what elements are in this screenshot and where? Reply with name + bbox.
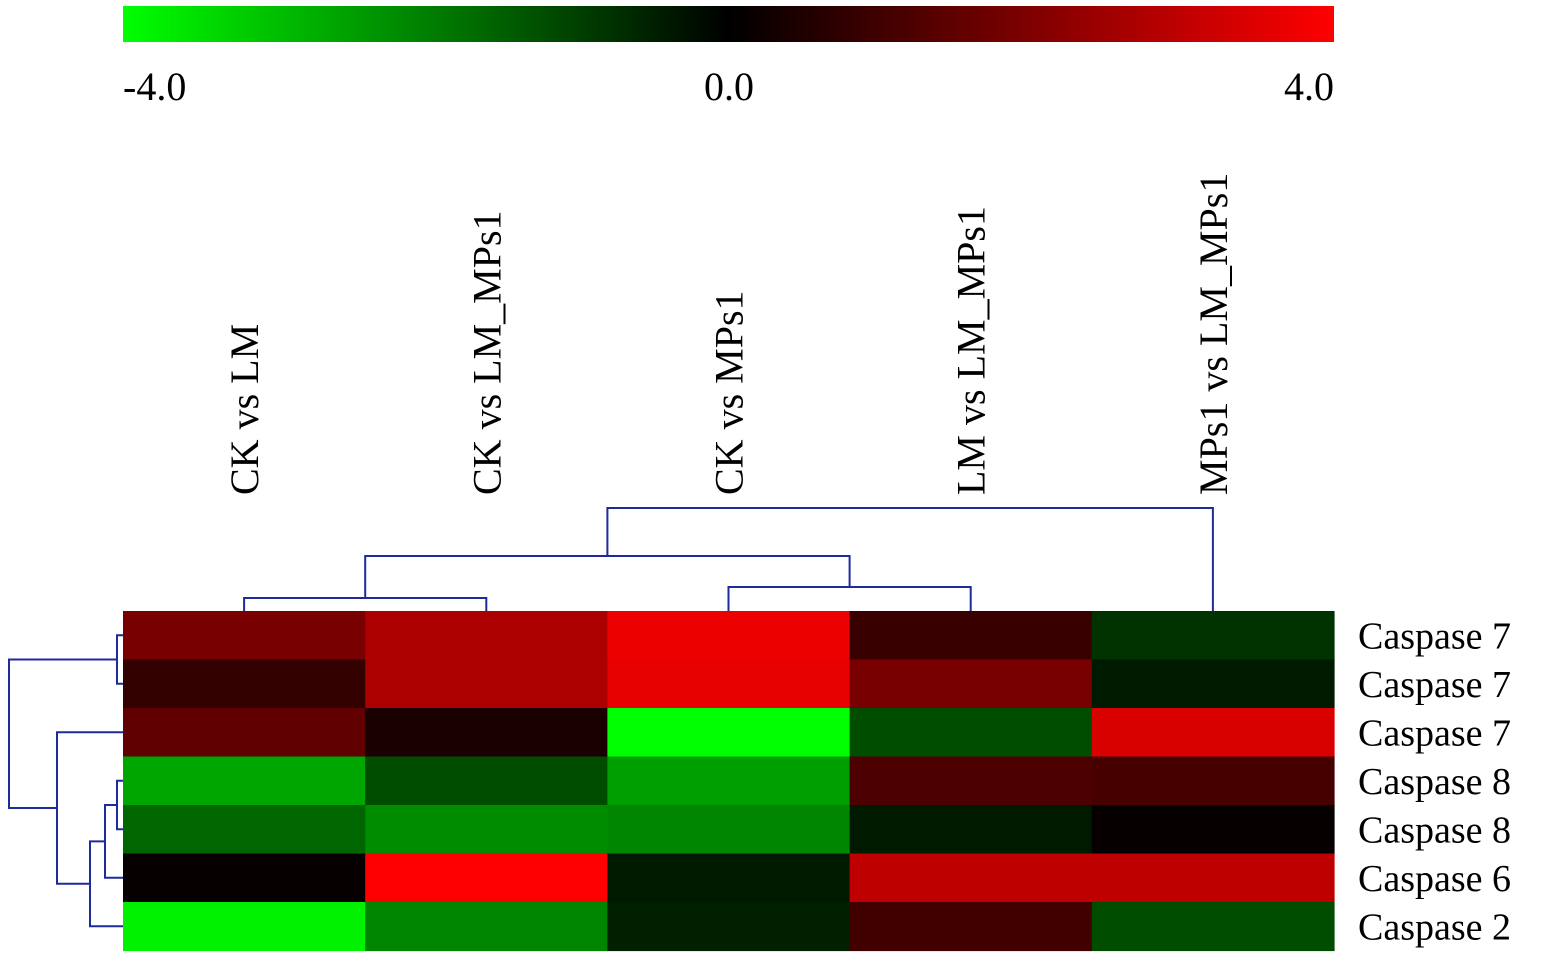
column-label: MPs1 vs LM_MPs1	[1191, 173, 1236, 495]
heatmap-cell	[123, 756, 366, 806]
row-dendrogram-link	[116, 779, 123, 831]
column-dendrogram-link	[727, 586, 972, 611]
row-dendrogram-link	[104, 804, 123, 879]
heatmap-cell	[123, 805, 366, 855]
heatmap-cell	[123, 611, 366, 661]
column-dendrogram-link	[243, 597, 488, 611]
color-scale: -4.0 0.0 4.0	[123, 6, 1334, 109]
heatmap-cell	[1091, 805, 1335, 855]
heatmap-cell	[1091, 756, 1335, 806]
heatmap-cell	[607, 756, 851, 806]
heatmap-cell	[365, 902, 608, 952]
heatmap-cell	[1091, 708, 1335, 758]
heatmap-cell	[849, 659, 1093, 709]
heatmap-cell	[365, 611, 608, 661]
color-scale-min-label: -4.0	[123, 64, 186, 109]
row-label: Caspase 7	[1358, 615, 1511, 657]
row-labels: Caspase 7 Caspase 7 Caspase 7 Caspase 8 Casp…	[1358, 615, 1511, 948]
row-dendrogram-link	[8, 658, 117, 809]
heatmap-cell	[849, 611, 1093, 661]
row-label: Caspase 8	[1358, 761, 1511, 803]
color-scale-bar	[123, 6, 1334, 42]
heatmap-cell	[123, 853, 366, 903]
heatmap-cell	[365, 756, 608, 806]
column-dendrogram-link	[364, 555, 851, 598]
color-scale-max-label: 4.0	[1284, 64, 1334, 109]
heatmap-cells	[123, 611, 1335, 952]
column-labels: CK vs LM CK vs LM_MPs1 CK vs MPs1 LM vs LM_…	[222, 173, 1236, 495]
column-label: CK vs LM_MPs1	[464, 210, 509, 495]
heatmap-cell	[123, 708, 366, 758]
column-dendrogram-link	[606, 507, 1214, 611]
heatmap-cell	[607, 853, 851, 903]
heatmap-cell	[849, 853, 1093, 903]
heatmap-cell	[1091, 902, 1335, 952]
heatmap-cell	[365, 805, 608, 855]
heatmap-cell	[123, 902, 366, 952]
column-label: CK vs LM	[222, 324, 267, 495]
heatmap-cell	[849, 756, 1093, 806]
heatmap-cell	[849, 708, 1093, 758]
heatmap-cell	[607, 659, 851, 709]
row-label: Caspase 7	[1358, 712, 1511, 754]
heatmap-cell	[365, 659, 608, 709]
heatmap-cell	[607, 805, 851, 855]
heatmap-cell	[365, 708, 608, 758]
column-dendrogram	[243, 507, 1214, 611]
heatmap-cell	[123, 659, 366, 709]
heatmap-cell	[849, 902, 1093, 952]
row-dendrogram-link	[116, 634, 123, 685]
row-dendrogram	[8, 634, 123, 928]
row-label: Caspase 2	[1358, 906, 1511, 948]
heatmap-cell	[1091, 853, 1335, 903]
row-label: Caspase 7	[1358, 664, 1511, 706]
heatmap-cell	[365, 853, 608, 903]
heatmap-cell	[607, 708, 851, 758]
row-label: Caspase 6	[1358, 858, 1511, 900]
row-label: Caspase 8	[1358, 809, 1511, 851]
heatmap-cell	[1091, 659, 1335, 709]
column-label: LM vs LM_MPs1	[949, 206, 994, 495]
row-dendrogram-link	[89, 840, 123, 928]
heatmap-cell	[1091, 611, 1335, 661]
column-label: CK vs MPs1	[707, 290, 752, 495]
heatmap-cell	[607, 611, 851, 661]
color-scale-mid-label: 0.0	[704, 64, 754, 109]
heatmap-cell	[607, 902, 851, 952]
heatmap-cell	[849, 805, 1093, 855]
